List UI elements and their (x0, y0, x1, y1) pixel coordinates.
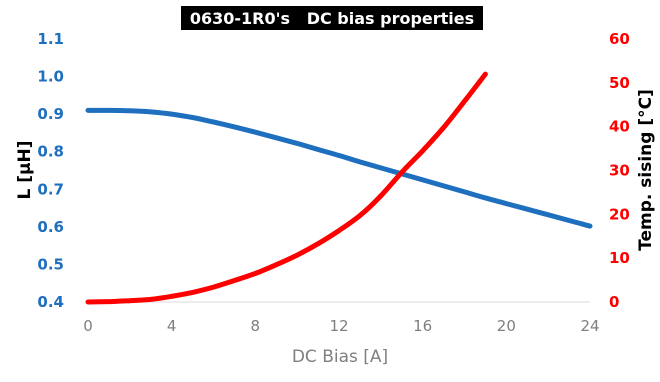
title-background (181, 6, 483, 30)
x-tick-label: 16 (413, 317, 432, 335)
x-axis-label: DC Bias [A] (292, 347, 388, 367)
y-axis-right-label: Temp. sising [°C] (636, 89, 656, 251)
x-tick-label: 24 (580, 317, 599, 335)
x-tick-label: 0 (83, 317, 93, 335)
series-lines (85, 71, 593, 305)
y-right-tick-label: 30 (609, 162, 630, 180)
x-tick-label: 20 (497, 317, 516, 335)
inductance-series-line (85, 107, 593, 229)
x-tick-label: 8 (251, 317, 261, 335)
y-left-tick-label: 0.6 (37, 218, 64, 236)
y-right-tick-label: 40 (609, 118, 630, 136)
y-left-tick-label: 1.0 (37, 68, 64, 86)
y-axis-left-label: L [μH] (15, 140, 35, 199)
y-left-tick-label: 0.4 (37, 293, 64, 311)
y-left-tick-label: 0.5 (37, 255, 64, 273)
x-tick-label: 12 (329, 317, 348, 335)
y-right-tick-label: 50 (609, 74, 630, 92)
chart-title: 0630-1R0's DC bias properties (190, 9, 474, 28)
y-right-tick-label: 0 (609, 293, 619, 311)
y-left-tick-label: 0.8 (37, 143, 64, 161)
x-tick-label: 4 (167, 317, 177, 335)
y-left-tick-label: 0.9 (37, 105, 64, 123)
y-left-tick-label: 1.1 (37, 30, 64, 48)
y-right-tick-label: 60 (609, 30, 630, 48)
y-left-tick-label: 0.7 (37, 180, 64, 198)
y-right-tick-label: 20 (609, 205, 630, 223)
tick-labels: 0 4 8 12 16 20 24 0.4 0.5 0.6 0.7 0.8 0.9 1.0 1.1 0 10 20… (37, 30, 629, 335)
y-right-tick-label: 10 (609, 249, 630, 267)
temperature-series-line (85, 71, 488, 305)
